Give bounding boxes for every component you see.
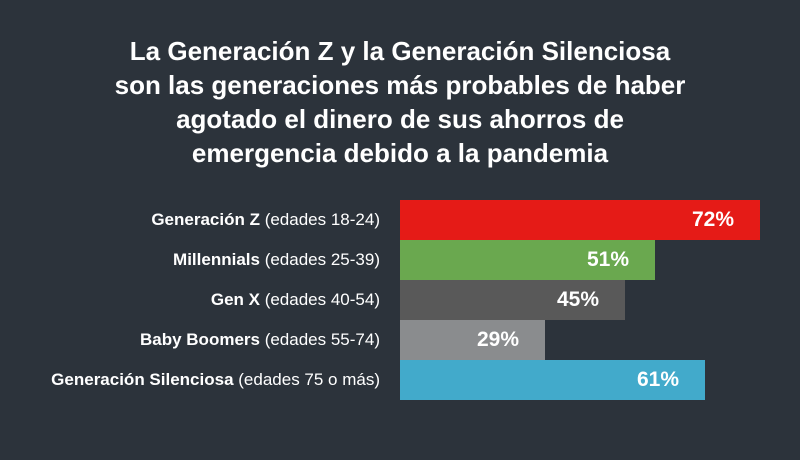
category-label: Baby Boomers (edades 55-74) [0, 320, 380, 360]
chart-title: La Generación Z y la Generación Silencio… [0, 34, 800, 170]
category-label: Generación Silenciosa (edades 75 o más) [0, 360, 380, 400]
category-name: Baby Boomers [139, 330, 260, 349]
title-line: son las generaciones más probables de ha… [114, 70, 686, 100]
title-line: La Generación Z y la Generación Silencio… [129, 36, 671, 66]
category-name: Generación Z [151, 210, 260, 229]
data-label: 45% [557, 288, 600, 311]
data-label: 61% [637, 368, 680, 391]
bar [400, 240, 655, 280]
bar [400, 280, 625, 320]
title-line: emergencia debido a la pandemia [191, 138, 609, 168]
category-age-range: (edades 55-74) [259, 330, 380, 349]
bar [400, 360, 705, 400]
category-name: Gen X [210, 290, 260, 309]
data-label: 72% [692, 208, 735, 231]
category-age-range: (edades 18-24) [259, 210, 380, 229]
category-age-range: (edades 75 o más) [233, 370, 380, 389]
category-name: Millennials [173, 250, 260, 269]
category-age-range: (edades 25-39) [259, 250, 380, 269]
bar [400, 320, 545, 360]
category-label: Millennials (edades 25-39) [0, 240, 380, 280]
category-label: Generación Z (edades 18-24) [0, 200, 380, 240]
data-label: 29% [477, 328, 520, 351]
category-age-range: (edades 40-54) [259, 290, 380, 309]
category-name: Generación Silenciosa [51, 370, 234, 389]
bar [400, 200, 760, 240]
category-label: Gen X (edades 40-54) [0, 280, 380, 320]
data-label: 51% [587, 248, 630, 271]
title-line: agotado el dinero de sus ahorros de [176, 104, 624, 134]
